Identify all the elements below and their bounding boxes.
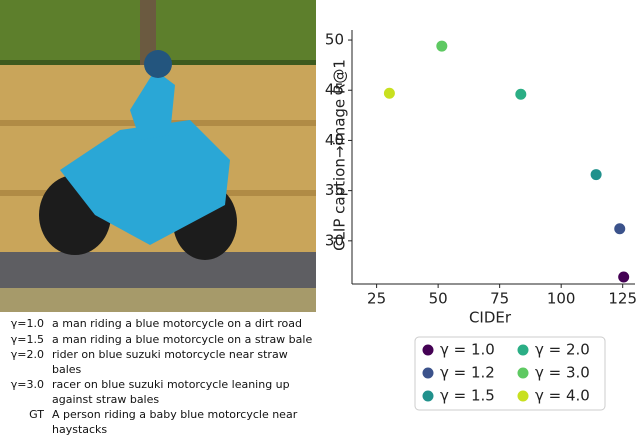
y-axis-label: CLIP caption→image R@1 [331, 59, 349, 251]
legend-box [414, 336, 606, 411]
x-axis-label: CIDEr [469, 309, 512, 327]
x-tick-label: 50 [429, 290, 448, 308]
captions: γ=1.0 a man riding a blue motorcycle on a… [0, 317, 316, 438]
legend-label: γ = 1.5 [440, 387, 495, 405]
point [514, 87, 528, 101]
y-tick-label: 45 [325, 81, 344, 99]
caption-row: γ=3.0 racer on blue suzuki motorcycle lea… [0, 378, 316, 407]
y-tick-label: 40 [325, 131, 344, 149]
rider [130, 70, 175, 140]
legend-marker [516, 366, 530, 380]
y-tick-label: 30 [325, 231, 344, 249]
caption-label: γ=1.0 [10, 317, 44, 330]
caption-row: GT A person riding a baby blue motorcycle… [0, 408, 316, 437]
point [435, 39, 449, 53]
caption-label: γ=1.5 [10, 332, 44, 346]
legend-marker [516, 389, 530, 403]
caption-label: GT [29, 408, 44, 421]
legend-label: γ = 1.2 [440, 364, 495, 382]
caption-row: γ=1.0 a man riding a blue motorcycle on a… [0, 317, 316, 332]
caption-row: γ=1.5 a man riding a blue motorcycle on a… [0, 333, 316, 348]
motorcycle [60, 120, 230, 245]
legend-label: γ = 3.0 [535, 364, 590, 382]
point [589, 168, 603, 182]
caption-text: a man riding a blue motorcycle on a stra… [52, 332, 313, 346]
x-tick-label: 75 [490, 290, 509, 308]
caption-text: a man riding a blue motorcycle on a dirt… [52, 317, 302, 330]
legend-label: γ = 2.0 [535, 341, 590, 359]
x-tick-label: 125 [608, 290, 637, 308]
point [613, 222, 627, 236]
point [617, 270, 631, 284]
legend-label: γ = 4.0 [535, 387, 590, 405]
legend-marker [421, 366, 435, 380]
grass [0, 288, 316, 312]
caption-text: racer on blue suzuki motorcycle leaning … [52, 378, 290, 406]
caption-text: rider on blue suzuki motorcycle near str… [52, 348, 288, 376]
caption-label: γ=3.0 [10, 378, 44, 391]
x-tick-label: 100 [547, 290, 576, 308]
caption-label: γ=2.0 [10, 348, 44, 361]
caption-row: γ=2.0 rider on blue suzuki motorcycle nea… [0, 348, 316, 377]
y-tick-label: 35 [325, 181, 344, 199]
helmet [144, 50, 172, 78]
legend-marker [421, 343, 435, 357]
legend-label: γ = 1.0 [440, 341, 495, 359]
road [0, 252, 316, 288]
x-tick-label: 25 [367, 290, 386, 308]
point [382, 86, 396, 100]
photo [0, 0, 316, 312]
legend-marker [516, 343, 530, 357]
y-tick-label: 50 [325, 31, 344, 49]
caption-text: A person riding a baby blue motorcycle n… [52, 408, 298, 436]
legend-marker [421, 389, 435, 403]
